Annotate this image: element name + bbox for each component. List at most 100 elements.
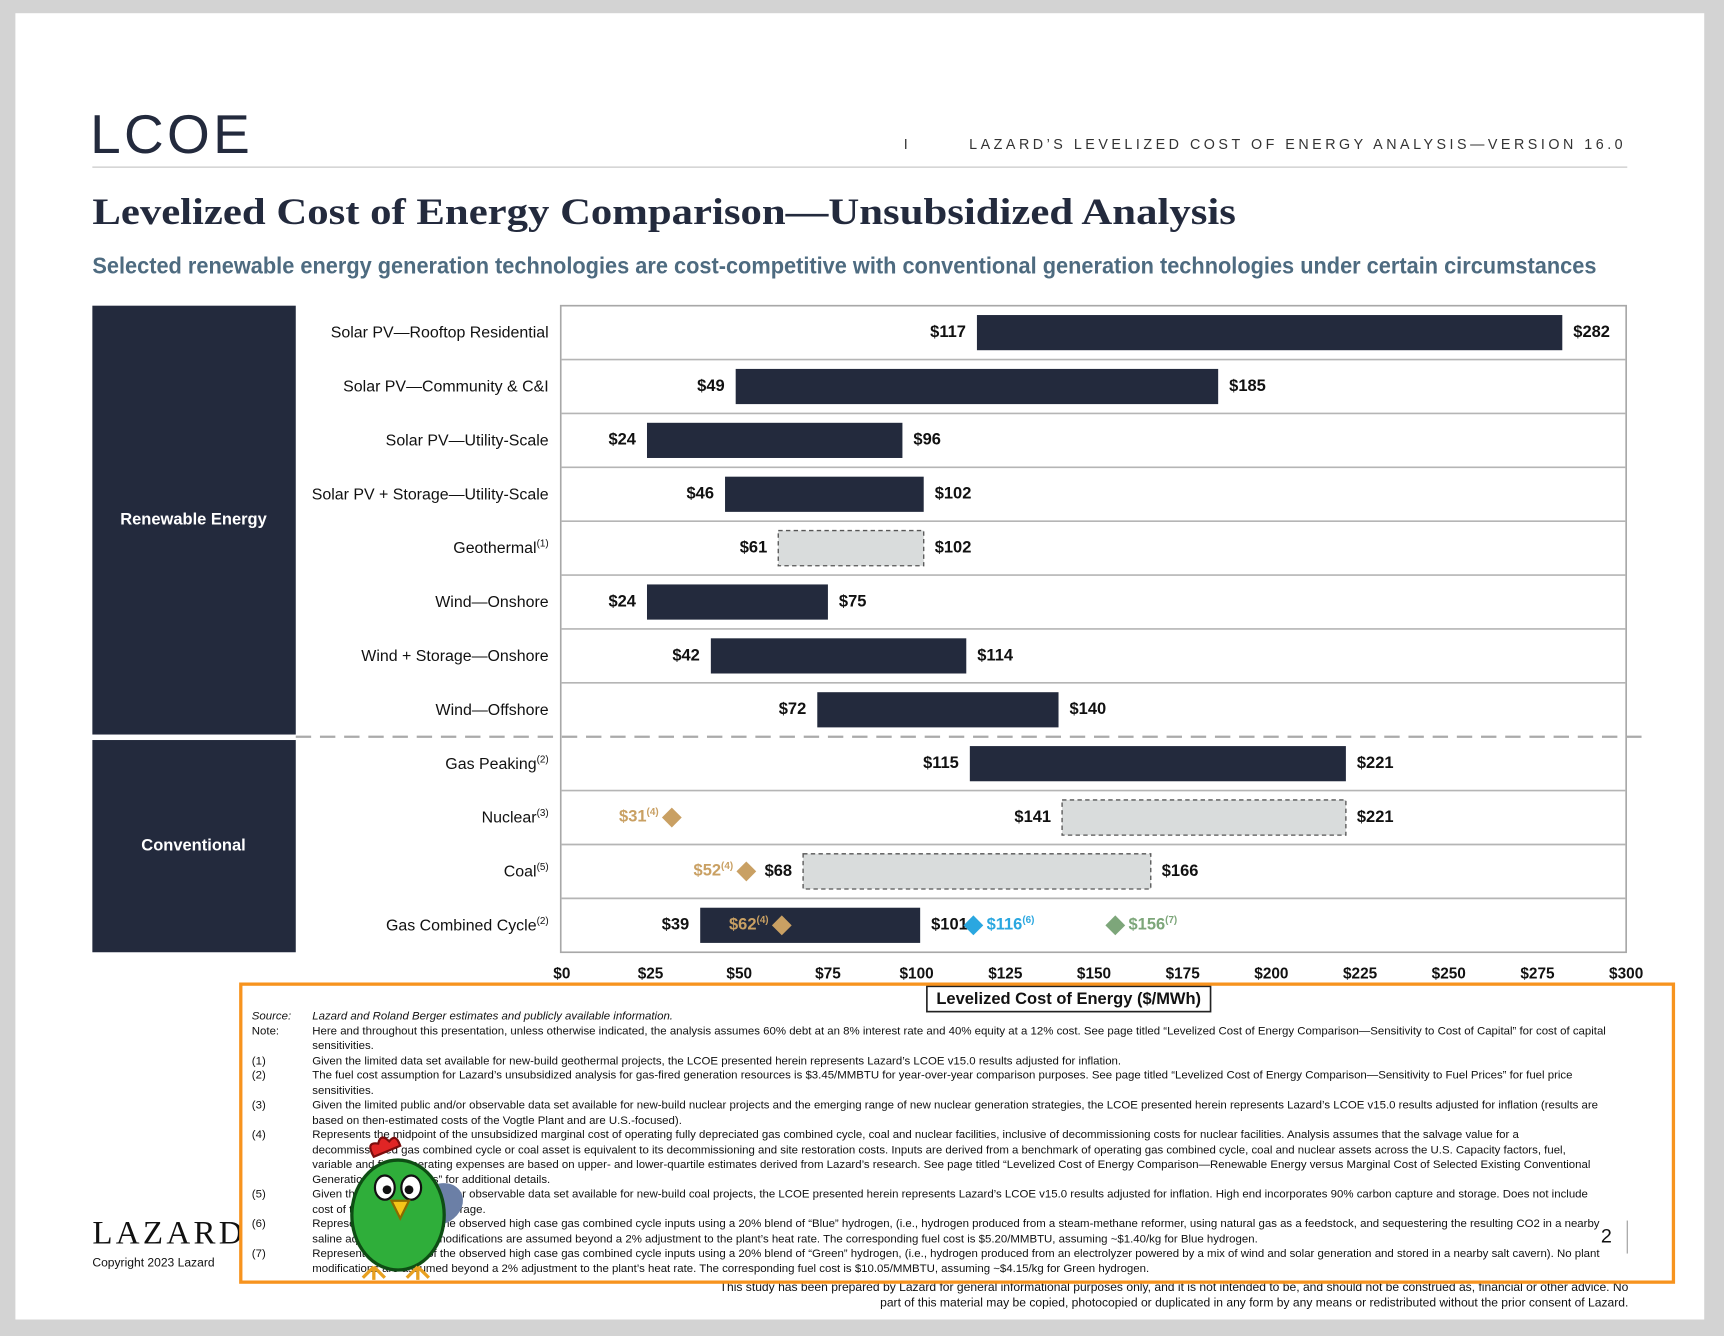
x-tick-label: $75 bbox=[815, 965, 841, 982]
marker-label: $62(4) bbox=[729, 914, 769, 933]
x-tick-label: $25 bbox=[638, 965, 664, 982]
category-note: (1) bbox=[537, 538, 549, 549]
footnote-text: Given the limited data set available for… bbox=[312, 1055, 1122, 1068]
footnote: Note: Here and throughout this presentati… bbox=[252, 1024, 1607, 1054]
footnote: (3) Given the limited public and/or obser… bbox=[252, 1099, 1607, 1129]
footnote-mark: (6) bbox=[251, 1218, 266, 1231]
footnote-mark: (5) bbox=[251, 1188, 266, 1201]
marker-note: (6) bbox=[1022, 914, 1034, 925]
marker-diamond bbox=[1105, 915, 1126, 936]
x-tick-label: $300 bbox=[1609, 965, 1643, 982]
range-bar bbox=[802, 853, 1152, 890]
marker-label: $52(4) bbox=[694, 861, 734, 880]
footnote-text: Here and throughout this presentation, u… bbox=[312, 1025, 1606, 1053]
footnote-text: Given the limited public and/or observab… bbox=[312, 1188, 1588, 1216]
copyright: Copyright 2023 Lazard bbox=[92, 1256, 214, 1270]
marker-label: $31(4) bbox=[619, 807, 659, 826]
category-label: Wind—Onshore bbox=[435, 594, 549, 611]
high-label: $221 bbox=[1357, 808, 1394, 826]
high-label: $96 bbox=[913, 431, 941, 449]
range-bar bbox=[976, 315, 1563, 351]
header-text: LAZARD’S LEVELIZED COST OF ENERGY ANALYS… bbox=[969, 137, 1626, 153]
category-note: (5) bbox=[537, 862, 549, 873]
footnote-mark: (1) bbox=[251, 1055, 266, 1068]
category-label: Solar PV—Utility-Scale bbox=[386, 433, 549, 450]
footnote-mark: (7) bbox=[251, 1248, 266, 1261]
range-bar bbox=[969, 746, 1346, 782]
range-bar bbox=[777, 529, 925, 567]
category-name: Wind—Offshore bbox=[436, 702, 549, 719]
header-separator: I bbox=[904, 137, 908, 153]
range-bar bbox=[725, 476, 924, 512]
x-tick-label: $100 bbox=[900, 965, 934, 982]
footnote-text: Represents the LCOE of the observed high… bbox=[312, 1218, 1600, 1246]
category-name: Wind—Onshore bbox=[435, 594, 549, 611]
footnote: (4) Represents the midpoint of the unsubs… bbox=[252, 1128, 1607, 1187]
range-bar bbox=[735, 368, 1219, 405]
low-label: $141 bbox=[1014, 808, 1051, 826]
category-label: Coal(5) bbox=[504, 862, 549, 881]
high-label: $221 bbox=[1357, 754, 1394, 772]
category-label: Wind + Storage—Onshore bbox=[361, 648, 548, 665]
high-label: $166 bbox=[1162, 862, 1199, 880]
low-label: $46 bbox=[687, 485, 715, 503]
category-name: Coal bbox=[504, 864, 537, 881]
category-name: Gas Combined Cycle bbox=[386, 918, 537, 935]
category-label: Nuclear(3) bbox=[482, 808, 549, 827]
marker-value: $52 bbox=[694, 862, 722, 880]
group-label: Renewable Energy bbox=[120, 510, 267, 528]
x-tick-label: $0 bbox=[553, 965, 570, 982]
marker-note: (4) bbox=[647, 807, 659, 818]
chart-subtitle: Selected renewable energy generation tec… bbox=[92, 252, 1596, 278]
category-name: Solar PV—Community & C&I bbox=[343, 379, 548, 396]
x-tick-label: $175 bbox=[1166, 965, 1201, 982]
low-label: $39 bbox=[662, 916, 690, 934]
footnote-text: Represents the LCOE of the observed high… bbox=[312, 1248, 1600, 1275]
marker-value: $116 bbox=[987, 916, 1023, 934]
x-tick-label: $200 bbox=[1254, 965, 1288, 982]
footnote-mark: Note: bbox=[251, 1025, 280, 1038]
footnote-mark: (2) bbox=[251, 1069, 266, 1083]
category-name: Wind + Storage—Onshore bbox=[361, 648, 548, 665]
range-bar bbox=[710, 638, 967, 674]
category-label: Geothermal(1) bbox=[453, 538, 548, 557]
x-tick-label: $275 bbox=[1520, 965, 1555, 982]
marker-note: (4) bbox=[757, 914, 769, 925]
footnote-text: Represents the midpoint of the unsubsidi… bbox=[312, 1129, 1591, 1186]
high-label: $114 bbox=[977, 646, 1014, 664]
x-axis-label: Levelized Cost of Energy ($/MWh) bbox=[936, 990, 1201, 1008]
category-name: Geothermal bbox=[453, 540, 536, 557]
low-label: $117 bbox=[930, 323, 966, 341]
category-label: Gas Combined Cycle(2) bbox=[386, 916, 549, 935]
range-bar bbox=[700, 907, 921, 943]
footer-brand: LAZARD bbox=[92, 1216, 245, 1252]
low-label: $61 bbox=[740, 539, 768, 557]
footnote: (2) The fuel cost assumption for Lazard’s… bbox=[252, 1069, 1607, 1099]
x-tick-label: $225 bbox=[1343, 965, 1378, 982]
range-bar bbox=[646, 422, 903, 458]
category-label: Gas Peaking(2) bbox=[445, 754, 548, 773]
range-bar bbox=[646, 584, 828, 620]
category-label: Solar PV + Storage—Utility-Scale bbox=[312, 487, 549, 504]
high-label: $140 bbox=[1070, 700, 1107, 718]
marker-diamond bbox=[771, 915, 792, 936]
footnote: (6) Represents the LCOE of the observed h… bbox=[252, 1217, 1607, 1247]
high-label: $185 bbox=[1229, 377, 1266, 395]
category-name: Solar PV—Utility-Scale bbox=[386, 433, 549, 450]
high-label: $75 bbox=[839, 592, 867, 610]
x-tick-label: $50 bbox=[726, 965, 752, 982]
low-label: $72 bbox=[779, 700, 807, 718]
marker-value: $31 bbox=[619, 808, 647, 826]
low-label: $115 bbox=[923, 754, 959, 772]
category-name: Solar PV—Rooftop Residential bbox=[331, 325, 549, 342]
low-label: $24 bbox=[608, 592, 636, 610]
low-label: $49 bbox=[697, 377, 725, 395]
x-tick-label: $250 bbox=[1432, 965, 1466, 982]
range-bar bbox=[817, 692, 1059, 728]
high-label: $101 bbox=[931, 916, 968, 934]
high-label: $102 bbox=[935, 485, 972, 503]
chart-title: Levelized Cost of Energy Comparison—Unsu… bbox=[92, 192, 1235, 233]
footnote-mark: Source: bbox=[251, 1010, 292, 1023]
